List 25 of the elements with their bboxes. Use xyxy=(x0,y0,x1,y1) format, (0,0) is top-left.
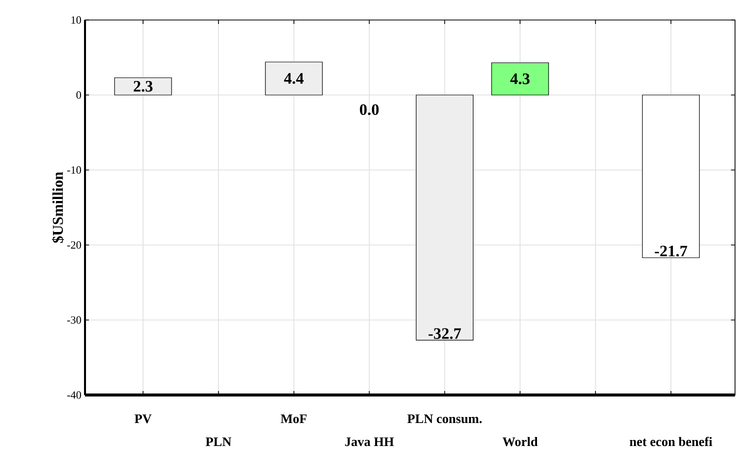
x-tick-label: PV xyxy=(134,414,152,424)
y-tick-label: -20 xyxy=(67,241,82,249)
bar xyxy=(491,62,549,96)
data-label: -21.7 xyxy=(654,246,688,257)
y-tick-label: 0 xyxy=(76,91,82,99)
y-tick-label: 10 xyxy=(71,16,82,24)
x-tick-label: World xyxy=(502,436,538,446)
data-label: 0.0 xyxy=(360,104,379,116)
data-label: -32.7 xyxy=(428,328,461,340)
bar xyxy=(265,62,323,96)
bar xyxy=(114,77,172,96)
x-tick-label: PLN consum. xyxy=(407,414,482,424)
bar xyxy=(642,94,700,258)
data-label: 4.3 xyxy=(510,73,530,84)
y-tick-label: -10 xyxy=(67,166,82,174)
x-tick-label: Java HH xyxy=(345,437,394,446)
x-tick-label: net econ benefi xyxy=(630,436,712,446)
y-tick-label: -30 xyxy=(67,316,82,324)
bar xyxy=(416,94,474,341)
y-axis-title: $USmillion xyxy=(52,172,64,243)
data-label: 4.4 xyxy=(284,73,304,84)
x-tick-label: MoF xyxy=(280,414,307,424)
data-label: 2.3 xyxy=(134,80,153,92)
x-tick-label: PLN xyxy=(206,437,232,446)
y-tick-label: -40 xyxy=(67,391,82,399)
